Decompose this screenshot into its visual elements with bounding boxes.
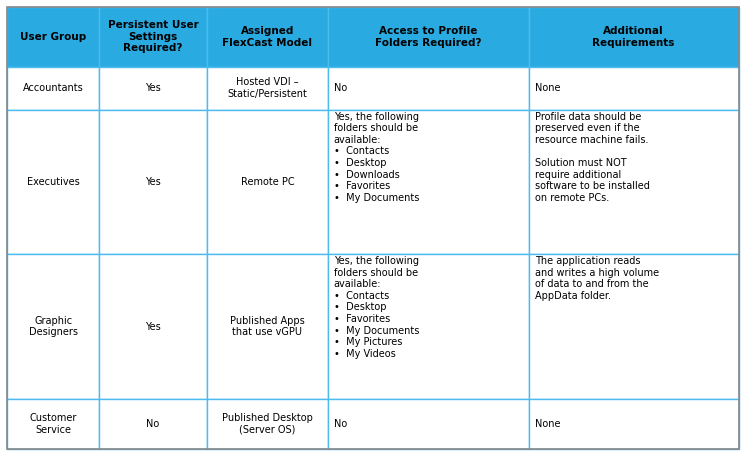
Text: Graphic
Designers: Graphic Designers: [28, 316, 78, 337]
Text: Accountants: Accountants: [23, 83, 84, 93]
Text: Yes, the following
folders should be
available:
•  Contacts
•  Desktop
•  Downlo: Yes, the following folders should be ava…: [333, 112, 419, 203]
Bar: [7, 67, 98, 110]
Bar: [529, 254, 739, 399]
Text: Remote PC: Remote PC: [240, 177, 294, 187]
Text: Additional
Requirements: Additional Requirements: [592, 26, 675, 48]
Bar: [7, 399, 98, 449]
Bar: [7, 254, 98, 399]
Bar: [207, 67, 327, 110]
Bar: [327, 399, 529, 449]
Bar: [98, 110, 207, 254]
Text: Published Desktop
(Server OS): Published Desktop (Server OS): [222, 413, 313, 435]
Text: Published Apps
that use vGPU: Published Apps that use vGPU: [230, 316, 304, 337]
Bar: [98, 7, 207, 67]
Text: Yes, the following
folders should be
available:
•  Contacts
•  Desktop
•  Favori: Yes, the following folders should be ava…: [333, 256, 419, 359]
Bar: [327, 110, 529, 254]
Bar: [529, 110, 739, 254]
Bar: [529, 7, 739, 67]
Bar: [7, 7, 98, 67]
Text: Access to Profile
Folders Required?: Access to Profile Folders Required?: [375, 26, 481, 48]
Bar: [327, 67, 529, 110]
Text: User Group: User Group: [20, 32, 87, 42]
Bar: [529, 399, 739, 449]
Text: Yes: Yes: [145, 321, 161, 331]
Text: Yes: Yes: [145, 177, 161, 187]
Text: No: No: [146, 419, 160, 429]
Bar: [207, 254, 327, 399]
Bar: [98, 67, 207, 110]
Bar: [529, 67, 739, 110]
Bar: [327, 7, 529, 67]
Text: Yes: Yes: [145, 83, 161, 93]
Bar: [98, 399, 207, 449]
Text: The application reads
and writes a high volume
of data to and from the
AppData f: The application reads and writes a high …: [535, 256, 659, 301]
Bar: [7, 110, 98, 254]
Bar: [327, 254, 529, 399]
Text: Persistent User
Settings
Required?: Persistent User Settings Required?: [107, 20, 198, 53]
Text: Hosted VDI –
Static/Persistent: Hosted VDI – Static/Persistent: [228, 77, 307, 99]
Text: None: None: [535, 83, 560, 93]
Bar: [98, 254, 207, 399]
Text: Customer
Service: Customer Service: [29, 413, 77, 435]
Text: No: No: [333, 83, 347, 93]
Text: Assigned
FlexCast Model: Assigned FlexCast Model: [222, 26, 313, 48]
Bar: [207, 399, 327, 449]
Text: Profile data should be
preserved even if the
resource machine fails.

Solution m: Profile data should be preserved even if…: [535, 112, 650, 203]
Text: None: None: [535, 419, 560, 429]
Text: No: No: [333, 419, 347, 429]
Text: Executives: Executives: [27, 177, 80, 187]
Bar: [207, 7, 327, 67]
Bar: [207, 110, 327, 254]
